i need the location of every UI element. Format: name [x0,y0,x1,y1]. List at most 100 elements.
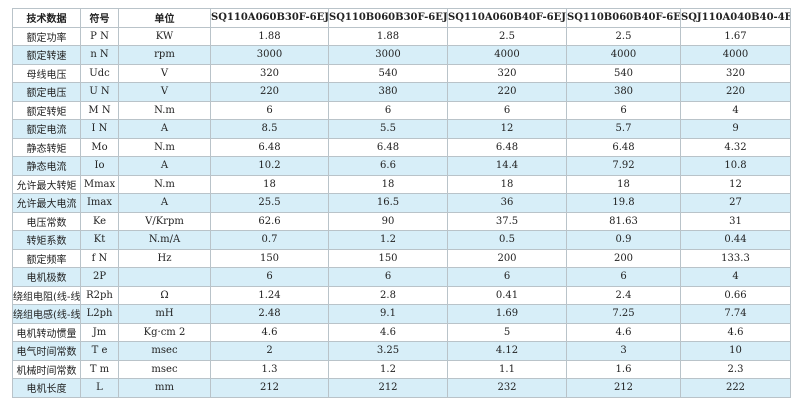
table-cell: N.m [118,137,211,157]
table-cell: 4000 [566,45,681,65]
table-cell: 6 [210,267,329,287]
table-cell: N.m [118,100,211,120]
table-cell: 6 [328,100,448,120]
table-cell: 380 [328,82,448,102]
table-cell: 0.7 [210,230,329,250]
table-cell: 212 [328,378,448,398]
table-cell: 1.1 [447,359,567,379]
table-cell: A [118,156,211,176]
table-cell: 133.3 [680,248,791,268]
table-cell: 6 [566,100,681,120]
header-cell: 技术数据 [12,8,81,28]
table-cell: 2.5 [447,26,567,46]
table-cell: 7.92 [566,156,681,176]
table-cell: 0.5 [447,230,567,250]
table-cell: 10.2 [210,156,329,176]
table-cell: 4 [680,267,791,287]
table-row: 允许最大转矩 Mmax N.m 18 18 18 18 12 [12,174,791,194]
table-row: 绕组电阻(线-线) R2ph Ω 1.24 2.8 0.41 2.4 0.66 [12,285,791,305]
table-cell [118,267,211,287]
table-cell: mm [118,378,211,398]
table-cell: 4000 [680,45,791,65]
table-cell: 额定功率 [12,26,81,46]
table-cell: 0.44 [680,230,791,250]
table-cell: 额定转速 [12,45,81,65]
table-cell: Udc [80,63,119,83]
table-row: 额定转矩 M N N.m 6 6 6 6 4 [12,100,791,120]
table-cell: Imax [80,193,119,213]
table-cell: 0.66 [680,285,791,305]
table-cell: Ke [80,211,119,231]
table-cell: 4.6 [566,322,681,342]
table-cell: 4.6 [328,322,448,342]
table-row: 绕组电感(线-线) L2ph mH 2.48 9.1 1.69 7.25 7.74 [12,304,791,324]
table-cell: Ω [118,285,211,305]
table-cell: 电机极数 [12,267,81,287]
table-cell: 6.48 [210,137,329,157]
header-cell: SQ110B060B40F-6EJ [566,8,681,28]
table-cell: 额定电流 [12,119,81,139]
table-cell: 3.25 [328,341,448,361]
table-cell: 1.3 [210,359,329,379]
table-cell: f N [80,248,119,268]
table-cell: R2ph [80,285,119,305]
table-cell: 8.5 [210,119,329,139]
table-cell: 1.6 [566,359,681,379]
table-cell: Kg·cm 2 [118,322,211,342]
table-cell: 222 [680,378,791,398]
table-cell: 10 [680,341,791,361]
table-cell: 绕组电阻(线-线) [12,285,81,305]
table-cell: 电气时间常数 [12,341,81,361]
table-row: 静态转矩 Mo N.m 6.48 6.48 6.48 6.48 4.32 [12,137,791,157]
header-row: 技术数据 符号 单位 SQ110A060B30F-6EJ SQ110B060B30F-6… [12,8,791,28]
table-cell: I N [80,119,119,139]
table-cell: Kt [80,230,119,250]
table-cell: msec [118,359,211,379]
table-cell: 18 [210,174,329,194]
table-cell: L [80,378,119,398]
table-cell: 机械时间常数 [12,359,81,379]
table-cell: 2.5 [566,26,681,46]
table-cell: 3000 [210,45,329,65]
table-cell: M N [80,100,119,120]
table-cell: A [118,119,211,139]
table-cell: rpm [118,45,211,65]
table-cell: 18 [566,174,681,194]
table-cell: 320 [447,63,567,83]
table-cell: V [118,63,211,83]
table-cell: 0.41 [447,285,567,305]
table-row: 额定功率 P N KW 1.88 1.88 2.5 2.5 1.67 [12,26,791,46]
table-cell: 6.48 [566,137,681,157]
table-cell: 12 [447,119,567,139]
table-cell: 212 [566,378,681,398]
table-cell: 150 [328,248,448,268]
table-cell: Mmax [80,174,119,194]
table-cell: Io [80,156,119,176]
table-cell: 1.88 [328,26,448,46]
table-cell: 6 [447,100,567,120]
header-cell: 单位 [118,8,211,28]
table-cell: 6 [566,267,681,287]
table-cell: 200 [447,248,567,268]
table-cell: 2 [210,341,329,361]
header-cell: SQ110A060B40F-6EJ [447,8,567,28]
header-cell: 符号 [80,8,119,28]
table-cell: 7.74 [680,304,791,324]
table-cell: msec [118,341,211,361]
table-row: 电压常数 Ke V/Krpm 62.6 90 37.5 81.63 31 [12,211,791,231]
table-cell: 静态电流 [12,156,81,176]
table-cell: T m [80,359,119,379]
table-cell: 1.24 [210,285,329,305]
table-cell: 5.5 [328,119,448,139]
table-cell: 额定电压 [12,82,81,102]
table-row: 额定频率 f N Hz 150 150 200 200 133.3 [12,248,791,268]
table-cell: 3000 [328,45,448,65]
table-cell: 6 [328,267,448,287]
table-cell: 4 [680,100,791,120]
table-cell: 540 [328,63,448,83]
table-cell: 1.2 [328,359,448,379]
table-cell: mH [118,304,211,324]
